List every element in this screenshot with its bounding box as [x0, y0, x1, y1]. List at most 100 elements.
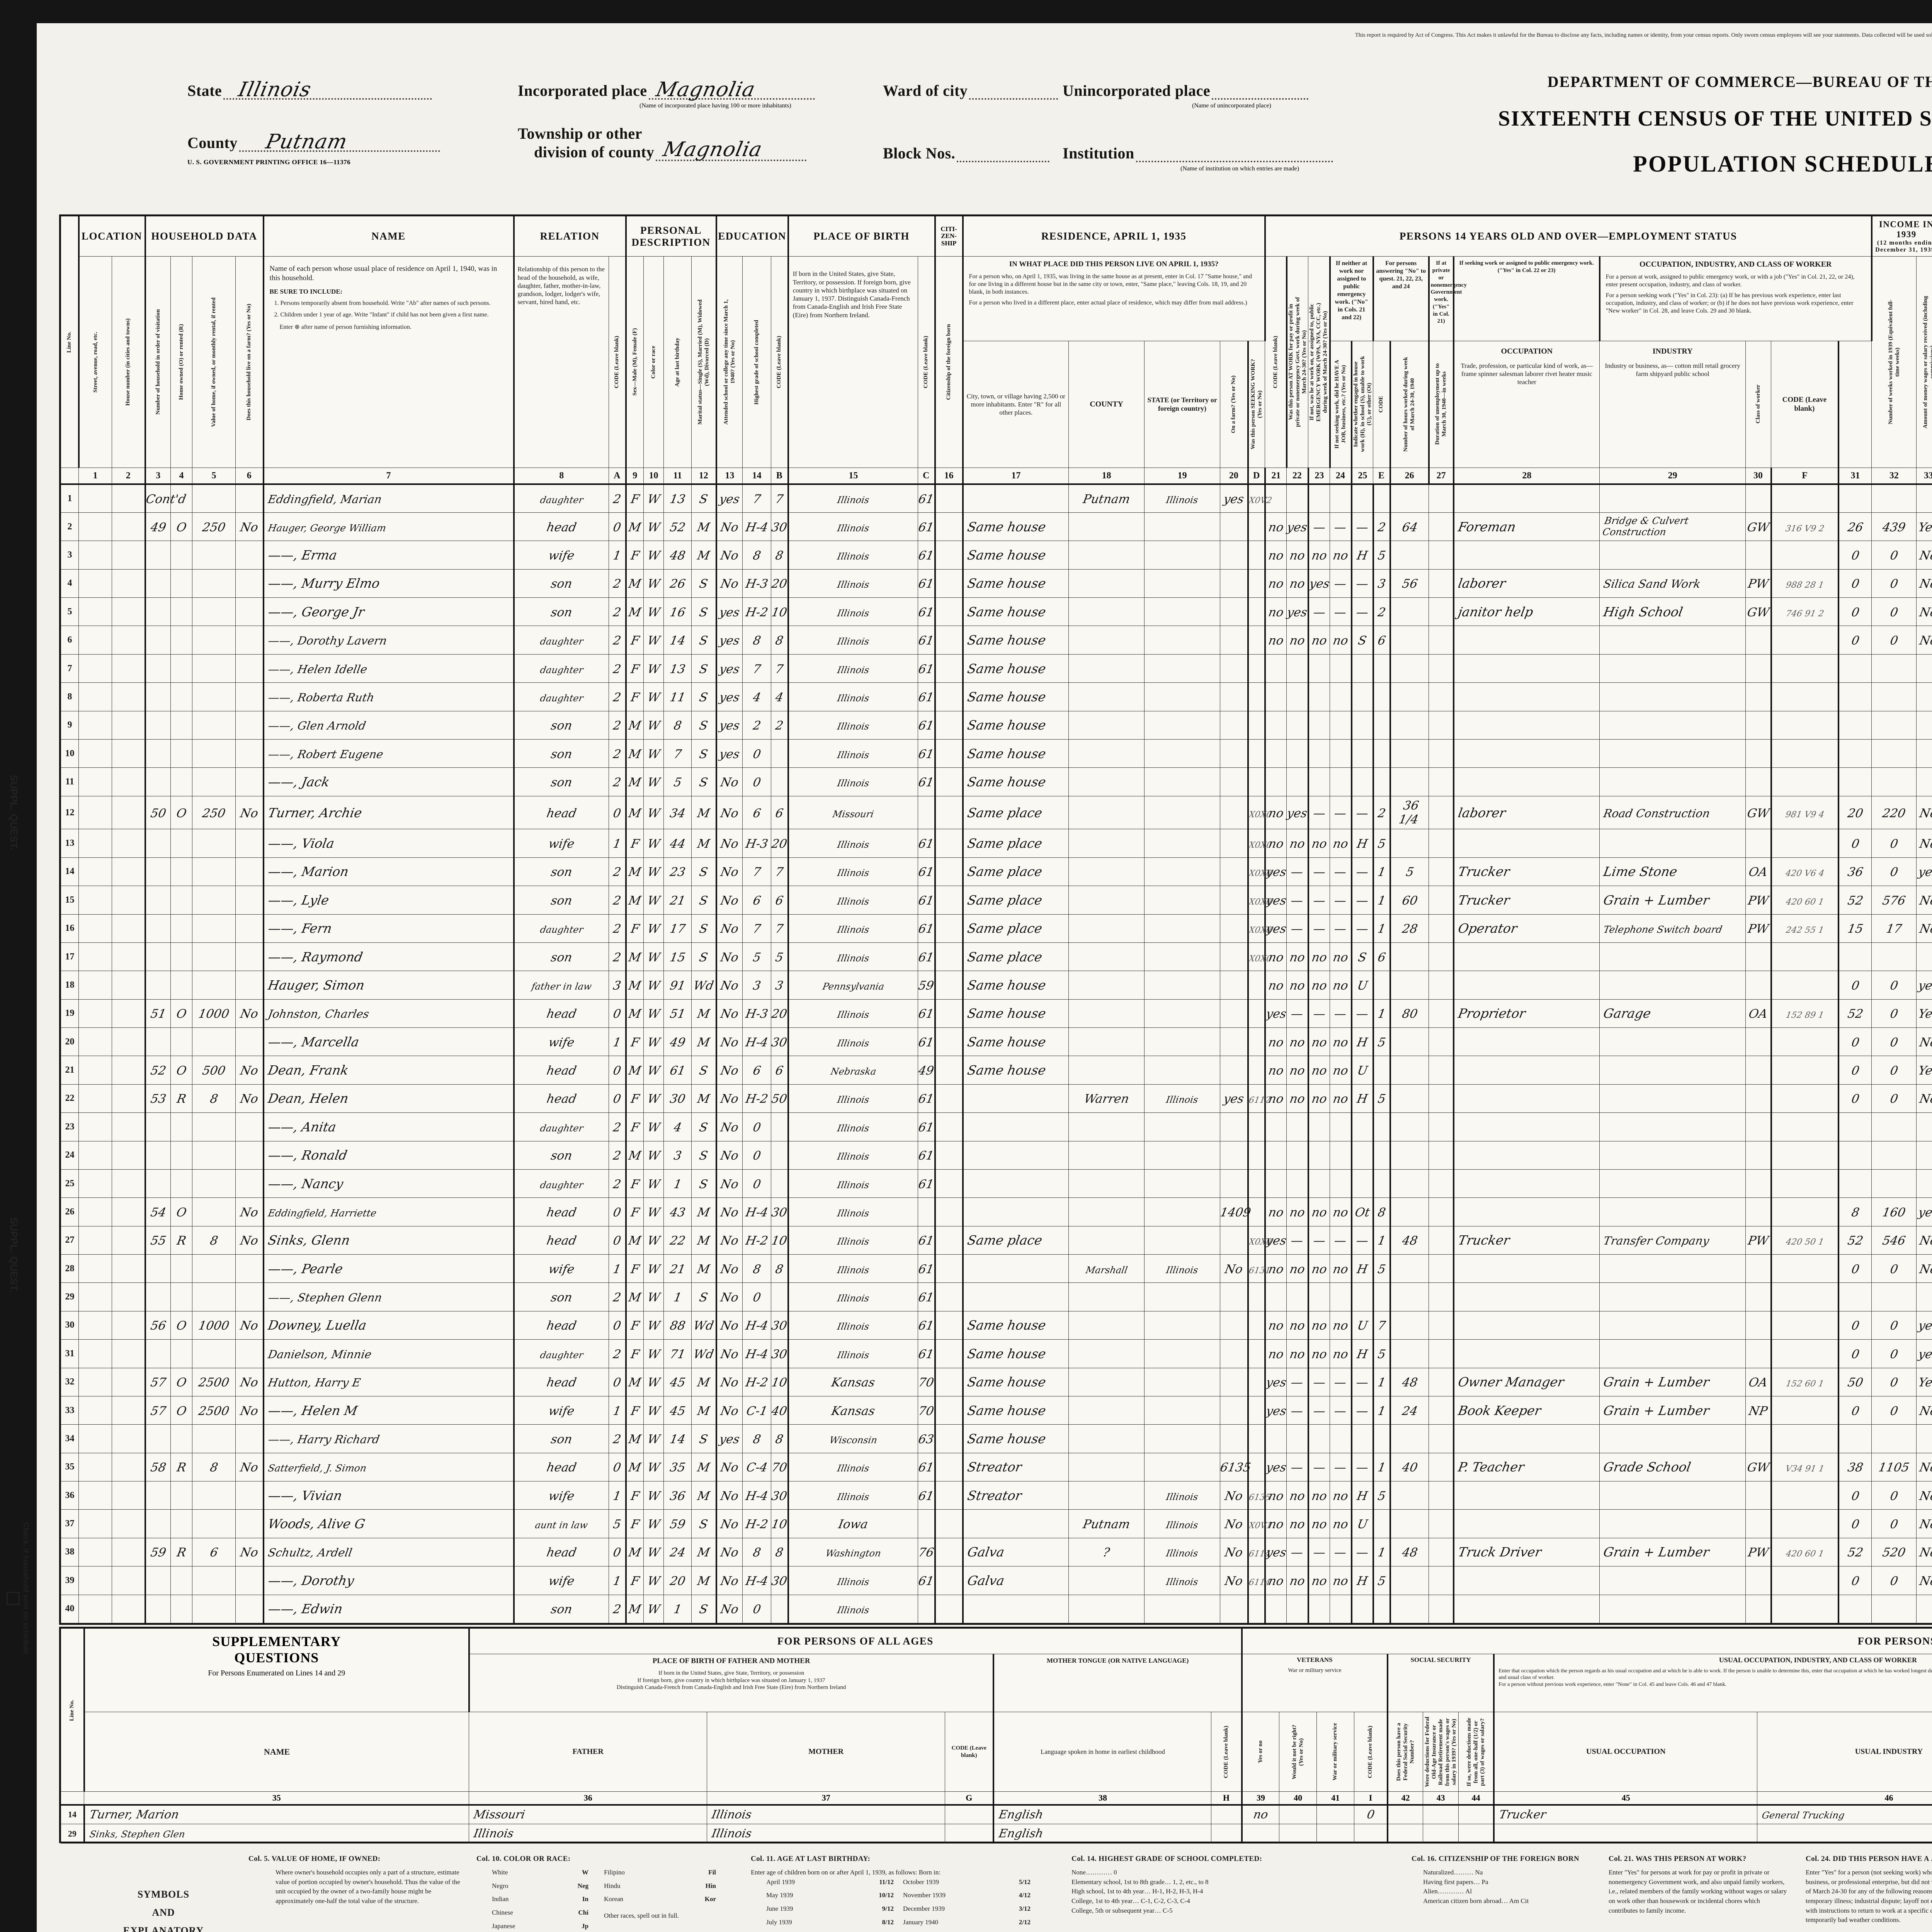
cell-c31[interactable]: 0: [1838, 541, 1872, 570]
cell-rel[interactable]: wife: [514, 829, 609, 858]
cell-sex[interactable]: F: [626, 654, 644, 683]
cell-ind[interactable]: [1599, 541, 1746, 570]
cell-c22[interactable]: —: [1286, 1226, 1309, 1255]
cell-c3[interactable]: [145, 654, 171, 683]
cell-c18[interactable]: [1068, 654, 1145, 683]
cell-age[interactable]: 45: [663, 1367, 692, 1396]
cell-B[interactable]: 2: [771, 711, 789, 740]
cell-c31[interactable]: [1838, 654, 1872, 683]
cell-c25[interactable]: [1351, 711, 1374, 740]
cell-c18[interactable]: [1068, 914, 1145, 943]
cell-c20[interactable]: [1220, 886, 1249, 915]
cell-D[interactable]: [1248, 597, 1266, 626]
cell-c32[interactable]: [1871, 484, 1917, 513]
cell-c33[interactable]: No: [1916, 914, 1932, 943]
cell-E[interactable]: 6: [1373, 942, 1391, 971]
cell-c33[interactable]: No: [1916, 1452, 1932, 1482]
cell-c22[interactable]: [1286, 1594, 1309, 1624]
cell-c25[interactable]: H: [1351, 1027, 1374, 1056]
cell-cit[interactable]: [935, 971, 964, 1000]
cell-E[interactable]: 6: [1373, 626, 1391, 655]
cell-grade[interactable]: H-2: [742, 1509, 772, 1538]
cell-c18[interactable]: [1068, 739, 1145, 768]
cell-sch[interactable]: yes: [716, 654, 743, 683]
cell-mar[interactable]: M: [691, 1254, 717, 1283]
table-row[interactable]: 1 Cont'd Eddingfield, Marian daughter 2 F W 13 S…: [61, 484, 1932, 513]
cell-D[interactable]: [1248, 1197, 1266, 1226]
cell-c18[interactable]: [1068, 541, 1145, 570]
cell-c17[interactable]: Same house: [963, 971, 1069, 1000]
cell-c22[interactable]: no: [1286, 1084, 1309, 1113]
cell-c6[interactable]: No: [235, 1367, 264, 1396]
cell-c5[interactable]: [192, 597, 236, 626]
cell-c25[interactable]: H: [1351, 541, 1374, 570]
cell-c33[interactable]: [1916, 711, 1932, 740]
cell-color[interactable]: W: [643, 1424, 664, 1453]
cell-B[interactable]: 20: [770, 569, 789, 598]
cell-c17[interactable]: Same house: [963, 626, 1069, 655]
cell-line[interactable]: 34: [61, 1424, 79, 1453]
cell-c5[interactable]: [192, 654, 236, 683]
cell-c21[interactable]: no: [1265, 971, 1287, 1000]
cell-c33[interactable]: yes: [1916, 971, 1932, 1000]
cell-birth[interactable]: Illinois: [788, 999, 918, 1028]
cell-c22[interactable]: [1286, 1282, 1309, 1311]
cell-c30[interactable]: [1745, 1084, 1772, 1113]
cell-occ[interactable]: [1453, 942, 1600, 971]
cell-line[interactable]: 11: [61, 767, 79, 796]
cell-c6[interactable]: No: [235, 1452, 264, 1482]
cell-B[interactable]: 7: [771, 914, 789, 943]
cell-line[interactable]: 32: [61, 1367, 79, 1396]
cell-c22[interactable]: no: [1286, 1197, 1309, 1226]
cell-F[interactable]: 242 55 1: [1771, 914, 1839, 943]
cell-age[interactable]: 52: [663, 512, 692, 541]
cell-c32[interactable]: 160: [1871, 1197, 1917, 1226]
cell-A[interactable]: 2: [609, 1282, 627, 1311]
cell-c3[interactable]: Cont'd: [145, 484, 187, 513]
cell-c6[interactable]: [235, 1112, 264, 1141]
cell-D[interactable]: [1248, 1424, 1266, 1453]
cell-occ[interactable]: laborer: [1453, 796, 1600, 830]
cell-c20[interactable]: No: [1220, 1566, 1249, 1595]
cell-c17[interactable]: [963, 1084, 1069, 1113]
cell-age[interactable]: 5: [663, 767, 692, 796]
cell-cit[interactable]: [935, 739, 964, 768]
cell-c20[interactable]: [1220, 1367, 1249, 1396]
supp-cell-name[interactable]: Sinks, Stephen Glen: [84, 1824, 469, 1844]
cell-name[interactable]: ——, Anita: [263, 1112, 515, 1141]
cell-c6[interactable]: No: [235, 1537, 264, 1567]
cell-c20[interactable]: [1220, 541, 1249, 570]
cell-A[interactable]: 2: [609, 682, 627, 711]
cell-c3[interactable]: [145, 1481, 171, 1510]
cell-mar[interactable]: M: [691, 1367, 717, 1396]
cell-line[interactable]: 18: [61, 971, 79, 1000]
cell-c4[interactable]: [170, 739, 192, 768]
cell-sch[interactable]: yes: [716, 711, 743, 740]
cell-c19[interactable]: [1144, 767, 1221, 796]
cell-D[interactable]: X0X0: [1248, 1226, 1272, 1255]
cell-ind[interactable]: [1599, 484, 1746, 513]
cell-c5[interactable]: [192, 1481, 236, 1510]
cell-c18[interactable]: [1068, 597, 1145, 626]
cell-c20[interactable]: [1220, 597, 1249, 626]
cell-c3[interactable]: [145, 914, 171, 943]
cell-c33[interactable]: [1916, 682, 1932, 711]
cell-c21[interactable]: [1265, 1112, 1287, 1141]
cell-cit[interactable]: [935, 1594, 964, 1624]
table-row[interactable]: 3 ——, Erma wife 1 F W 48 M No 8 8 Illinois 61 Same ho…: [61, 541, 1932, 570]
cell-A[interactable]: 2: [609, 597, 627, 626]
cell-rel[interactable]: wife: [514, 541, 609, 570]
cell-age[interactable]: 43: [663, 1197, 692, 1226]
cell-c20[interactable]: [1220, 569, 1249, 598]
cell-F[interactable]: [1771, 1311, 1839, 1340]
cell-c4[interactable]: [170, 829, 192, 858]
cell-color[interactable]: W: [643, 1282, 664, 1311]
cell-c22[interactable]: no: [1286, 971, 1309, 1000]
cell-grade[interactable]: 0: [742, 1112, 772, 1141]
cell-c32[interactable]: [1871, 1112, 1917, 1141]
cell-name[interactable]: ——, Harry Richard: [263, 1424, 515, 1453]
cell-c1x[interactable]: [78, 1282, 112, 1311]
cell-line[interactable]: 38: [61, 1537, 79, 1567]
cell-cit[interactable]: [935, 1084, 964, 1113]
